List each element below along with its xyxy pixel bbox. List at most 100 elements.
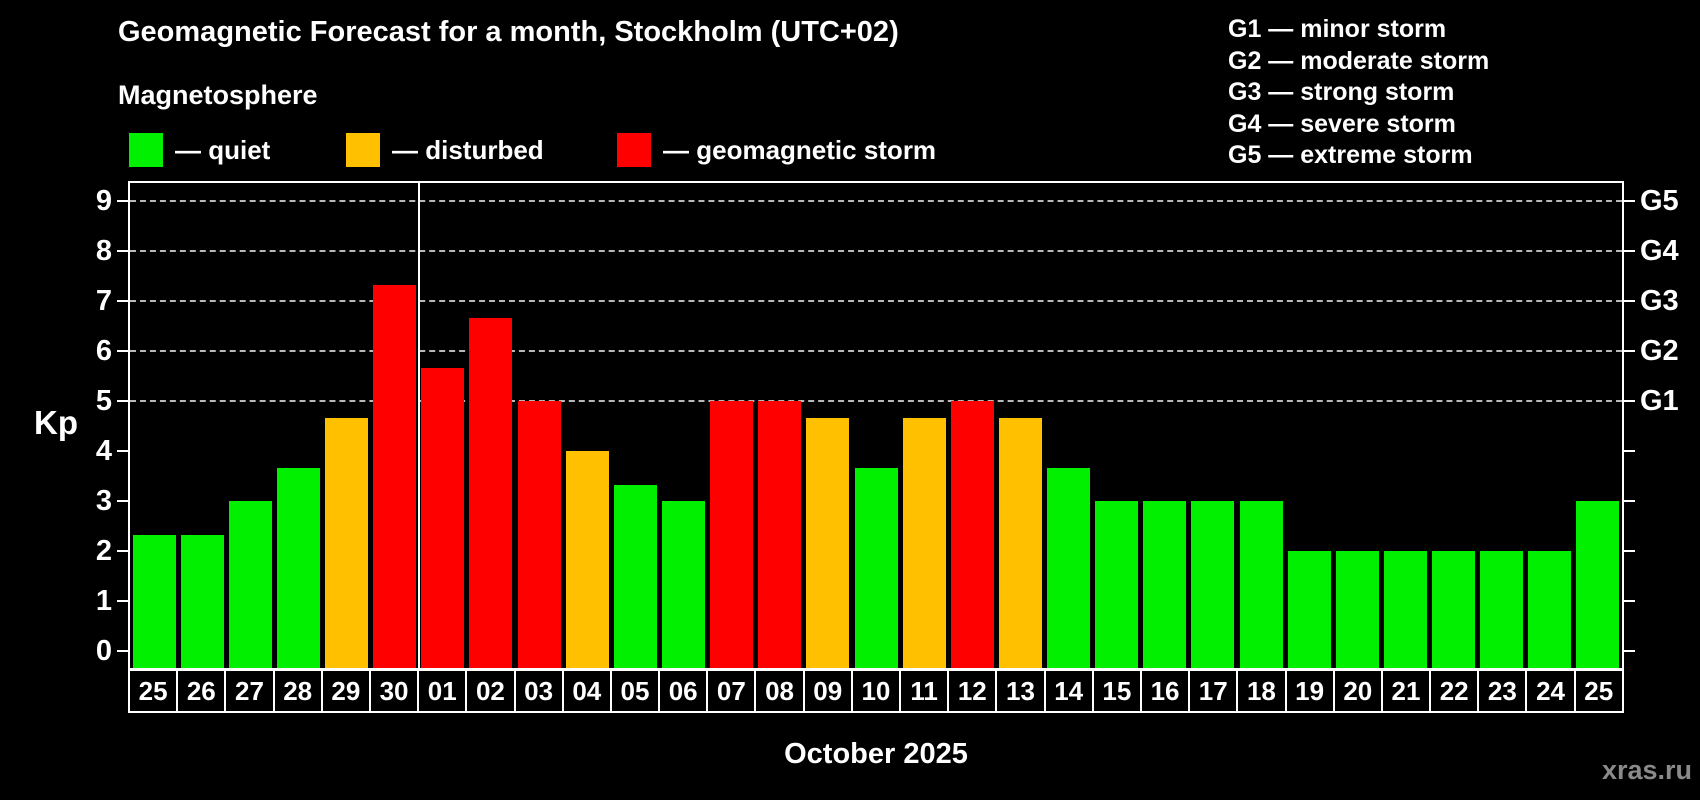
y-tick-left	[117, 350, 128, 352]
kp-bar	[661, 501, 705, 668]
g-level-label-g5: G5	[1640, 185, 1679, 217]
date-cell: 24	[1525, 669, 1576, 713]
date-cell: 11	[899, 669, 950, 713]
date-cell: 06	[658, 669, 709, 713]
date-cell: 12	[947, 669, 998, 713]
legend-swatch-disturbed	[346, 133, 380, 167]
g-scale-legend: G1 — minor storm G2 — moderate storm G3 — …	[1228, 14, 1489, 172]
legend-label-disturbed: — disturbed	[392, 135, 544, 165]
y-tick-left	[117, 600, 128, 602]
kp-bar	[902, 417, 946, 668]
date-cell: 02	[465, 669, 516, 713]
date-cell: 17	[1188, 669, 1239, 713]
g-level-label-g3: G3	[1640, 285, 1679, 317]
status-legend: — quiet — disturbed — geomagnetic storm	[129, 133, 1029, 169]
watermark: xras.ru	[1601, 755, 1692, 785]
chart-subtitle: Magnetosphere	[118, 80, 318, 110]
kp-bar	[1143, 501, 1187, 668]
kp-bar	[228, 501, 272, 668]
gridline-kp5	[130, 400, 1622, 402]
y-tick-left	[117, 400, 128, 402]
date-cell: 19	[1284, 669, 1335, 713]
gridline-kp9	[130, 200, 1622, 202]
kp-bar	[998, 417, 1042, 668]
gridline-kp6	[130, 350, 1622, 352]
y-tick-left	[117, 500, 128, 502]
date-cell: 01	[417, 669, 468, 713]
g-legend-line-g4: G4 — severe storm	[1228, 109, 1456, 138]
date-cell: 20	[1332, 669, 1383, 713]
legend-swatch-storm	[617, 133, 651, 167]
date-cell: 14	[1043, 669, 1094, 713]
y-tick-left	[117, 550, 128, 552]
g-legend-line-g3: G3 — strong storm	[1228, 78, 1455, 106]
y-tick-right	[1624, 300, 1635, 302]
y-tick-label: 9	[95, 185, 112, 217]
kp-bar	[565, 451, 609, 668]
legend-label-quiet: — quiet	[175, 135, 271, 165]
y-tick-label: 2	[95, 535, 112, 567]
kp-bar	[276, 467, 320, 668]
kp-bar	[373, 284, 417, 668]
y-tick-left	[117, 200, 128, 202]
y-tick-left	[117, 450, 128, 452]
kp-bar	[613, 484, 657, 668]
kp-bar	[1383, 551, 1427, 668]
date-cell: 05	[609, 669, 661, 713]
kp-bar	[1528, 551, 1572, 668]
date-cell: 03	[513, 669, 564, 713]
kp-bar	[1095, 501, 1139, 668]
date-cell: 13	[995, 669, 1046, 713]
legend-label-storm: — geomagnetic storm	[663, 135, 937, 165]
date-cell: 16	[1139, 669, 1191, 713]
gridline-kp8	[130, 250, 1622, 252]
date-cell: 30	[368, 669, 420, 713]
date-cell: 22	[1429, 669, 1480, 713]
kp-bar	[854, 467, 898, 668]
y-tick-left	[117, 250, 128, 252]
g-level-label-g1: G1	[1640, 385, 1679, 417]
y-tick-left	[117, 300, 128, 302]
x-axis-title: October 2025	[784, 738, 968, 770]
y-tick-right	[1624, 600, 1635, 602]
kp-bar	[950, 401, 994, 668]
y-tick-label: 5	[95, 385, 112, 417]
y-tick-label: 8	[95, 235, 112, 267]
kp-bar	[758, 401, 802, 668]
kp-bar	[421, 367, 465, 668]
date-cell: 15	[1091, 669, 1142, 713]
date-cell: 23	[1477, 669, 1528, 713]
kp-bar	[180, 534, 224, 668]
y-tick-right	[1624, 400, 1635, 402]
y-tick-label: 1	[95, 585, 112, 617]
kp-bar	[1287, 551, 1331, 668]
y-tick-label: 7	[95, 285, 112, 317]
y-tick-label: 6	[95, 335, 112, 367]
g-legend-line-g5: G5 — extreme storm	[1228, 141, 1473, 169]
kp-bar	[1432, 551, 1476, 668]
month-boundary-line	[417, 183, 420, 668]
y-tick-label: 4	[95, 435, 112, 467]
date-cell: 26	[176, 669, 227, 713]
page-title: Geomagnetic Forecast for a month, Stockh…	[118, 16, 899, 48]
gridline-kp7	[130, 300, 1622, 302]
date-cell: 07	[706, 669, 757, 713]
kp-bar	[517, 401, 561, 668]
date-cell: 21	[1380, 669, 1432, 713]
kp-bar	[1335, 551, 1379, 668]
y-tick-label: 0	[95, 635, 112, 667]
g-legend-line-g1: G1 — minor storm	[1228, 15, 1447, 43]
kp-bar	[806, 417, 850, 668]
date-cell: 18	[1236, 669, 1287, 713]
date-cell: 09	[802, 669, 853, 713]
y-tick-label: 3	[95, 485, 112, 517]
y-tick-right	[1624, 350, 1635, 352]
date-cell: 04	[561, 669, 612, 713]
g-legend-line-g2: G2 — moderate storm	[1228, 46, 1490, 75]
date-cell: 27	[224, 669, 275, 713]
kp-bar	[710, 401, 754, 668]
kp-bar	[132, 534, 176, 668]
kp-bar	[1576, 501, 1620, 668]
date-cell: 29	[320, 669, 371, 713]
